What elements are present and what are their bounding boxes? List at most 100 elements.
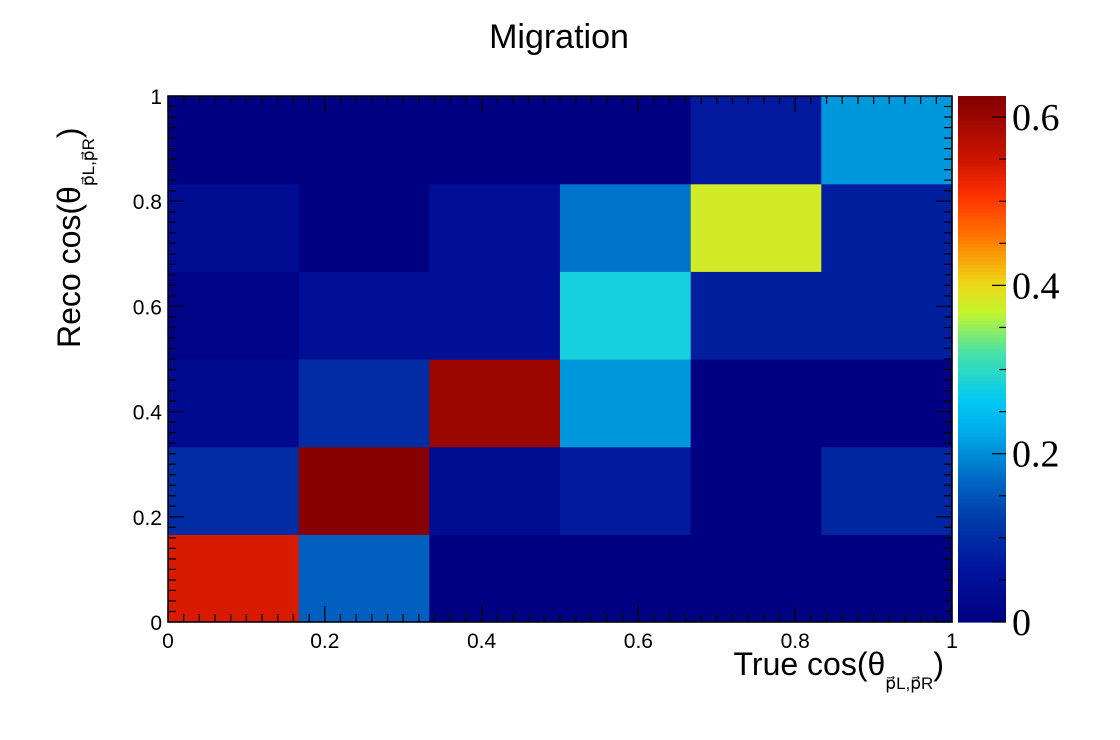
heatmap-cell: [821, 96, 953, 185]
heatmap-cell: [690, 534, 822, 623]
colorbar-segment: [958, 593, 1006, 599]
colorbar-segment: [958, 110, 1006, 115]
x-axis-label-main: True cos(θ: [734, 646, 886, 682]
colorbar-segment: [958, 267, 1006, 272]
colorbar-segment: [958, 614, 1006, 620]
colorbar-segment: [958, 229, 1006, 234]
colorbar-segment: [958, 369, 1006, 374]
colorbar-segment: [958, 313, 1006, 318]
colorbar-segment: [958, 281, 1006, 286]
colorbar-segment: [958, 211, 1006, 216]
colorbar-segment: [958, 572, 1006, 578]
x-tick-label: 0: [162, 630, 174, 653]
colorbar-segment: [958, 492, 1006, 497]
colorbar-segment: [958, 366, 1006, 371]
colorbar-tick-label: 0.4: [1012, 265, 1060, 307]
colorbar-segment: [958, 390, 1006, 395]
colorbar-segment: [958, 513, 1006, 518]
colorbar-segment: [958, 127, 1006, 132]
heatmap-cell: [298, 96, 430, 185]
colorbar-segment: [958, 516, 1006, 521]
heatmap-cell: [168, 359, 300, 448]
colorbar-segment: [958, 474, 1006, 479]
colorbar-tick-label: 0.2: [1012, 434, 1060, 476]
colorbar-segment: [958, 530, 1006, 535]
heatmap-cell: [429, 271, 561, 360]
colorbar-segment: [958, 555, 1006, 560]
colorbar-segment: [958, 565, 1006, 570]
colorbar-segment: [958, 537, 1006, 542]
colorbar-segment: [958, 309, 1006, 315]
colorbar-tick-labels: 0 0.2 0.4 0.6: [1012, 97, 1060, 644]
heatmap-cell: [560, 534, 692, 623]
heatmap-cell: [298, 446, 430, 535]
heatmap-cell: [298, 534, 430, 623]
colorbar-segment: [958, 404, 1006, 409]
x-tick-label: 0.2: [310, 630, 339, 653]
colorbar-segment: [958, 155, 1006, 160]
heatmap-cell: [560, 446, 692, 535]
x-tick-label: 0.6: [624, 630, 653, 653]
colorbar-segment: [958, 600, 1006, 606]
heatmap-cell: [821, 534, 953, 623]
colorbar-segment: [958, 208, 1006, 213]
heatmap-cell: [560, 271, 692, 360]
heatmap-cell: [298, 359, 430, 448]
colorbar-segment: [958, 376, 1006, 381]
y-tick-label: 0.6: [133, 296, 162, 319]
colorbar-segment: [958, 302, 1006, 307]
x-tick-label: 0.8: [781, 630, 810, 653]
heatmap-cell: [429, 359, 561, 448]
colorbar-segment: [958, 162, 1006, 167]
y-axis-label-sub: p⃗L,p⃗R: [79, 138, 98, 186]
colorbar-segment: [958, 260, 1006, 265]
heatmap-cell: [429, 96, 561, 185]
colorbar-segment: [958, 145, 1006, 150]
colorbar-segment: [958, 569, 1006, 574]
colorbar-segment: [958, 520, 1006, 525]
colorbar-segment: [958, 124, 1006, 129]
colorbar-segment: [958, 439, 1006, 444]
heatmap-cell: [690, 96, 822, 185]
colorbar-segment: [958, 106, 1006, 111]
colorbar-segment: [958, 183, 1006, 188]
colorbar-segment: [958, 432, 1006, 437]
heatmap-cell: [690, 446, 822, 535]
colorbar-segment: [958, 481, 1006, 486]
y-tick-label: 1: [150, 86, 162, 109]
y-axis-label-main: Reco cos(θ: [51, 186, 87, 348]
colorbar-segment: [958, 271, 1006, 276]
colorbar-segment: [958, 579, 1006, 585]
colorbar-segment: [958, 415, 1006, 420]
heatmap-cell: [429, 183, 561, 272]
colorbar-segment: [958, 341, 1006, 346]
y-tick-label: 0.4: [133, 402, 163, 425]
colorbar-segment: [958, 218, 1006, 223]
heatmap-cell: [690, 183, 822, 272]
colorbar-tick-label: 0: [1012, 602, 1031, 644]
colorbar-segment: [958, 131, 1006, 136]
colorbar-segment: [958, 460, 1006, 465]
colorbar-segment: [958, 443, 1006, 448]
colorbar-segment: [958, 418, 1006, 423]
colorbar-segment: [958, 607, 1006, 613]
colorbar-segment: [958, 618, 1006, 623]
colorbar-segment: [958, 197, 1006, 202]
colorbar-segment: [958, 201, 1006, 206]
colorbar-segment: [958, 204, 1006, 209]
colorbar-segment: [958, 327, 1006, 332]
colorbar-segment: [958, 471, 1006, 476]
colorbar-segment: [958, 138, 1006, 143]
heatmap-cell: [560, 96, 692, 185]
heatmap-cell: [168, 96, 300, 185]
colorbar-segment: [958, 586, 1006, 592]
heatmap-cell: [168, 183, 300, 272]
colorbar-segment: [958, 323, 1006, 329]
colorbar-segment: [958, 257, 1006, 262]
y-axis-label: Reco cos(θp⃗L,p⃗R): [51, 127, 98, 348]
colorbar-segment: [958, 436, 1006, 441]
heatmap-cells: [168, 96, 953, 623]
colorbar-segment: [958, 611, 1006, 616]
colorbar-segment: [958, 478, 1006, 483]
colorbar-segment: [958, 506, 1006, 511]
